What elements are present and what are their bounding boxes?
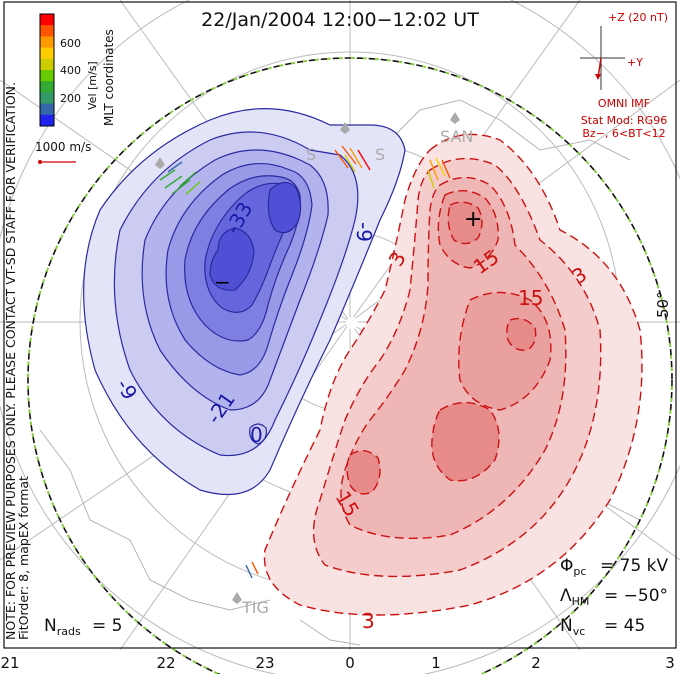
mlt-axis: 21 22 23 0 1 2 3 [0,654,674,672]
pole-dot [346,317,358,329]
imf-model-line1: Stat Mod: RG96 [581,114,667,127]
station-label-s2: S [375,145,385,164]
mlt-tick-21: 21 [0,654,19,672]
vectors-group-2 [334,145,371,173]
potential-min-marker: − [214,270,231,294]
velocity-vectors [159,145,451,579]
colorbar-cell [40,70,54,82]
colorbar-tick-600: 600 [60,37,81,50]
imf-z-label: +Z (20 nT) [608,11,668,24]
fit-statistics: Φpc = 75 kV ΛHM = −50° Nvc = 45 Nrads = … [44,556,669,638]
mlt-tick-3: 3 [665,654,675,672]
velocity-colorbar: 600 400 200 Vel [m/s] MLT coordinates [39,13,116,127]
station-marker-4 [232,592,242,604]
colorbar-cell [40,14,54,26]
mlt-tick-22: 22 [156,654,175,672]
potential-max-marker: + [464,207,482,232]
imf-model-line2: Bz−, 6<BT<12 [582,127,665,140]
colorbar-tick-200: 200 [60,92,81,105]
phi-pc-symbol: Φpc [560,556,586,578]
coordinate-system-label: MLT coordinates [102,29,116,126]
colorbar-cell [40,114,54,127]
preview-note: NOTE: FOR PREVIEW PURPOSES ONLY. PLEASE … [3,82,18,640]
n-vc-value: = 45 [604,616,645,636]
station-marker-3 [450,112,460,124]
neg-label-9a: -9 [352,222,376,242]
colorbar-cell [40,47,54,60]
colorbar-cell [40,36,54,49]
positive-cell [263,133,643,616]
reference-vector: 1000 m/s [35,140,91,164]
colorbar-cells [40,14,54,127]
station-marker-1 [155,157,165,169]
phi-pc-value: = 75 kV [600,556,669,576]
vectors-group-3 [427,157,451,189]
latitude-label: 50° [654,291,672,318]
lambda-hm-value: = −50° [604,586,668,606]
mlt-tick-23: 23 [255,654,274,672]
pos-label-15b: 15 [518,286,543,310]
colorbar-cell [40,25,54,37]
n-vc-symbol: Nvc [560,616,585,638]
negative-cell [83,108,406,496]
colorbar-cell [40,58,54,71]
station-label-tig: TIG [241,598,269,617]
vectors-group-4 [245,561,259,579]
imf-panel: +Z (20 nT) +Y OMNI IMF Stat Mod: RG96 Bz… [580,11,668,140]
pos-label-3c: 3 [362,609,375,633]
boundary-green-dashes [27,57,673,674]
radar-stations: TIG S S SAN [155,112,473,617]
station-label-s1: S [306,145,316,164]
lambda-hm-symbol: ΛHM [560,586,589,608]
imf-y-label: +Y [627,56,643,69]
vectors-group-1 [159,161,201,195]
colorbar-tick-400: 400 [60,64,81,77]
reference-vector-label: 1000 m/s [35,140,91,154]
mlt-tick-1: 1 [431,654,441,672]
plot-frame [3,1,677,649]
map-title: 22/Jan/2004 12:00−12:02 UT [201,9,479,31]
neg-label-0: 0 [250,423,263,447]
imf-source: OMNI IMF [598,97,650,110]
mlt-tick-0: 0 [345,654,355,672]
colorbar-cell [40,103,54,116]
colorbar-cell [40,92,54,105]
n-rads-value: = 5 [92,616,122,636]
n-rads-symbol: Nrads [44,616,81,638]
mlt-tick-2: 2 [531,654,541,672]
colorbar-cell [40,81,54,93]
station-label-san: SAN [440,127,473,146]
station-marker-2 [340,122,350,134]
colorbar-axis-label: Vel [m/s] [86,61,99,110]
fit-order-label: FitOrder: 8, mapEX format [16,476,31,640]
